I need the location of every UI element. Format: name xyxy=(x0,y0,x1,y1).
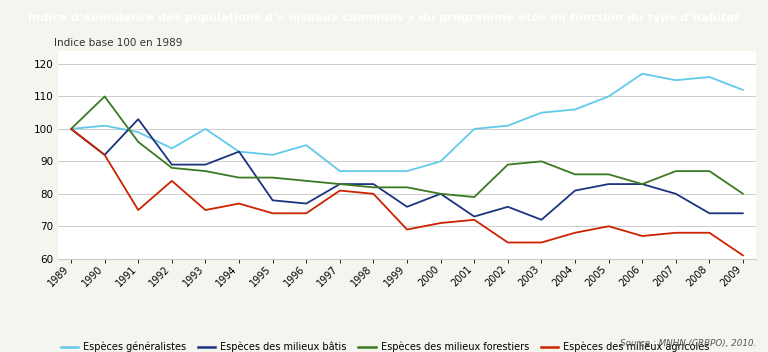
Text: Indice d’abondance des populations d’« oiseaux communs » du programme Stoc en fo: Indice d’abondance des populations d’« o… xyxy=(28,13,740,23)
Text: Source : MNHN (CRBPO), 2010.: Source : MNHN (CRBPO), 2010. xyxy=(620,339,756,348)
Text: Indice base 100 en 1989: Indice base 100 en 1989 xyxy=(54,38,182,48)
Legend: Espèces généralistes, Espèces des milieux bâtis, Espèces des milieux forestiers,: Espèces généralistes, Espèces des milieu… xyxy=(57,338,713,352)
